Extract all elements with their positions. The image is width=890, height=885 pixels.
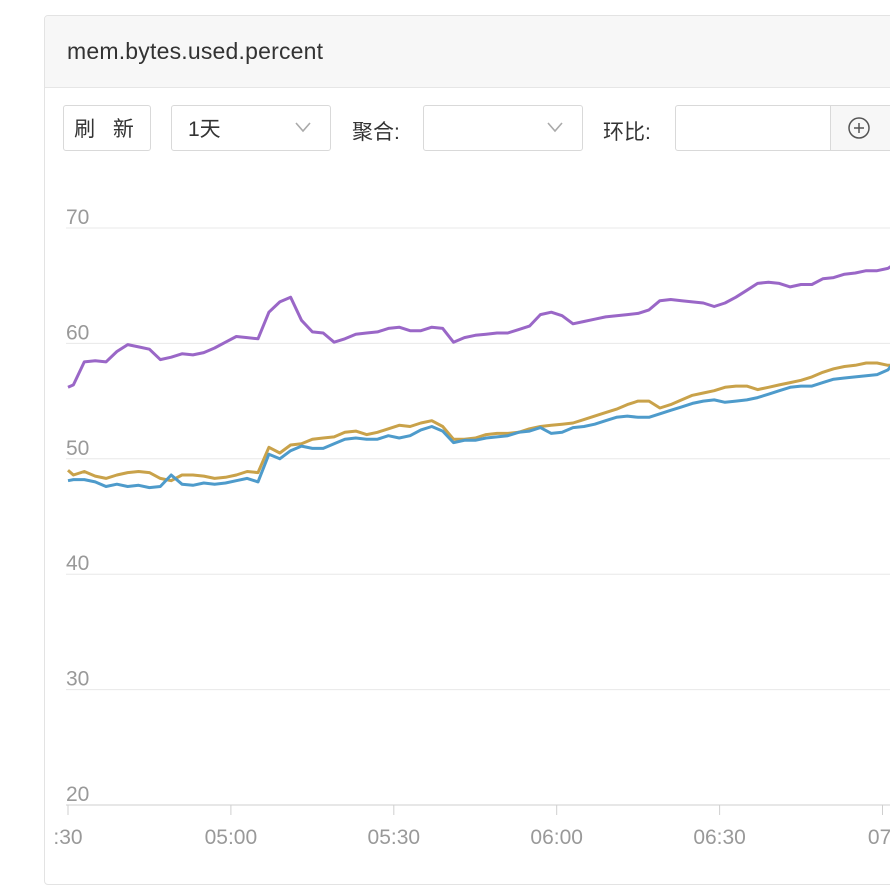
panel-header: mem.bytes.used.percent [45,16,890,88]
y-tick-label: 70 [66,206,89,229]
chart-series [67,265,890,490]
series-line-2 [67,361,890,483]
add-ratio-button[interactable] [830,106,890,150]
y-tick-label: 20 [66,783,89,806]
line-chart: 20 30 40 50 60 70 :30 05:00 05:30 06:00 06:30 07: [53,206,890,849]
refresh-button[interactable]: 刷 新 [63,105,151,151]
time-range-value: 1天 [188,118,221,141]
y-tick-label: 30 [66,668,89,691]
y-tick-label: 60 [66,321,89,344]
x-tick-label: :30 [53,826,82,849]
chart-grid [66,227,890,806]
plus-circle-icon [848,117,870,139]
ratio-label: 环比: [603,121,651,144]
aggregate-select[interactable] [423,105,583,151]
x-tick-label: 06:00 [530,826,583,849]
time-range-select[interactable]: 1天 [171,105,331,151]
series-line-1 [67,265,890,389]
y-tick-label: 40 [66,552,89,575]
x-tick-label: 07: [868,826,890,849]
panel-title: mem.bytes.used.percent [67,38,324,64]
x-tick-label: 05:00 [205,826,258,849]
chevron-down-icon [295,122,311,133]
y-tick-label: 50 [66,437,89,460]
aggregate-label: 聚合: [352,121,400,144]
x-axis: :30 05:00 05:30 06:00 06:30 07: [53,805,890,849]
y-axis-ticks: 20 30 40 50 60 70 [66,206,89,806]
chart-toolbar: 刷 新 1天 聚合: 环比: [45,88,890,168]
x-tick-label: 06:30 [693,826,746,849]
x-tick-label: 05:30 [368,826,421,849]
series-line-3 [67,364,890,490]
chevron-down-icon [547,122,563,133]
ratio-input[interactable] [675,105,890,151]
chart-panel: mem.bytes.used.percent 刷 新 1天 聚合: 环比: [44,15,890,885]
